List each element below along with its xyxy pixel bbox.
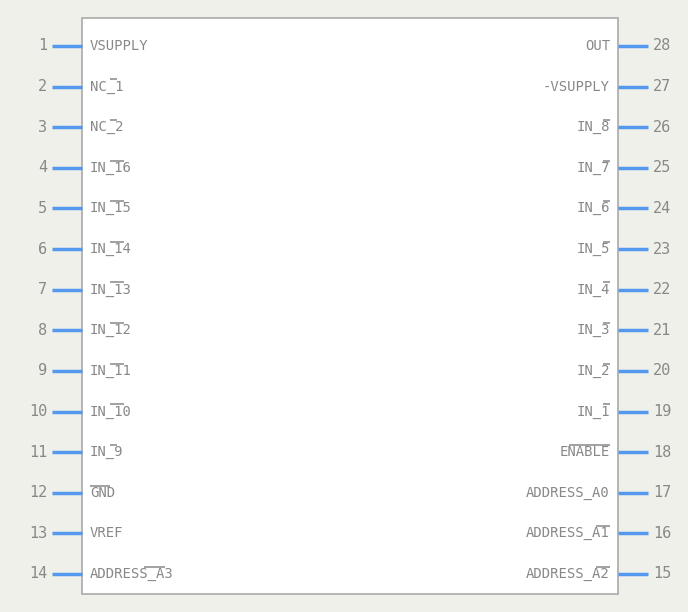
Text: IN_16: IN_16	[90, 161, 132, 175]
Text: IN_4: IN_4	[577, 283, 610, 297]
Text: NC_2: NC_2	[90, 120, 124, 134]
Text: 28: 28	[653, 39, 671, 53]
Text: 17: 17	[653, 485, 671, 500]
Text: 27: 27	[653, 79, 671, 94]
Text: 11: 11	[29, 445, 47, 460]
Text: 2: 2	[38, 79, 47, 94]
Text: IN_10: IN_10	[90, 405, 132, 419]
Text: 26: 26	[653, 120, 671, 135]
Text: 8: 8	[38, 323, 47, 338]
Text: IN_8: IN_8	[577, 120, 610, 134]
Text: IN_13: IN_13	[90, 283, 132, 297]
Text: IN_9: IN_9	[90, 445, 124, 459]
Text: 5: 5	[38, 201, 47, 216]
Text: IN_2: IN_2	[577, 364, 610, 378]
Text: ADDRESS_A0: ADDRESS_A0	[526, 486, 610, 500]
Text: 16: 16	[653, 526, 671, 541]
Text: 25: 25	[653, 160, 671, 176]
Text: 3: 3	[38, 120, 47, 135]
Text: IN_3: IN_3	[577, 323, 610, 337]
Text: 7: 7	[38, 282, 47, 297]
Text: 10: 10	[29, 404, 47, 419]
Text: 23: 23	[653, 242, 671, 256]
Text: 19: 19	[653, 404, 671, 419]
Text: NC_1: NC_1	[90, 80, 124, 94]
Text: 14: 14	[29, 567, 47, 581]
Text: OUT: OUT	[585, 39, 610, 53]
Text: GND: GND	[90, 486, 115, 500]
Text: 20: 20	[653, 364, 671, 378]
Text: ADDRESS_A1: ADDRESS_A1	[526, 526, 610, 540]
Text: ADDRESS_A2: ADDRESS_A2	[526, 567, 610, 581]
Text: VREF: VREF	[90, 526, 124, 540]
Text: IN_15: IN_15	[90, 201, 132, 215]
Text: 21: 21	[653, 323, 671, 338]
Text: IN_7: IN_7	[577, 161, 610, 175]
Text: 1: 1	[38, 39, 47, 53]
Text: IN_6: IN_6	[577, 201, 610, 215]
Text: IN_12: IN_12	[90, 323, 132, 337]
Text: 22: 22	[653, 282, 671, 297]
Text: IN_5: IN_5	[577, 242, 610, 256]
Text: IN_11: IN_11	[90, 364, 132, 378]
Text: 6: 6	[38, 242, 47, 256]
Bar	[82, 18, 618, 594]
Text: IN_14: IN_14	[90, 242, 132, 256]
Text: 13: 13	[29, 526, 47, 541]
Text: ADDRESS_A3: ADDRESS_A3	[90, 567, 174, 581]
Text: 4: 4	[38, 160, 47, 176]
Text: 12: 12	[29, 485, 47, 500]
Text: -VSUPPLY: -VSUPPLY	[543, 80, 610, 94]
Text: IN_1: IN_1	[577, 405, 610, 419]
Text: VSUPPLY: VSUPPLY	[90, 39, 149, 53]
Text: 15: 15	[653, 567, 671, 581]
Text: ENABLE: ENABLE	[560, 445, 610, 459]
Text: 9: 9	[38, 364, 47, 378]
Text: 18: 18	[653, 445, 671, 460]
Text: 24: 24	[653, 201, 671, 216]
